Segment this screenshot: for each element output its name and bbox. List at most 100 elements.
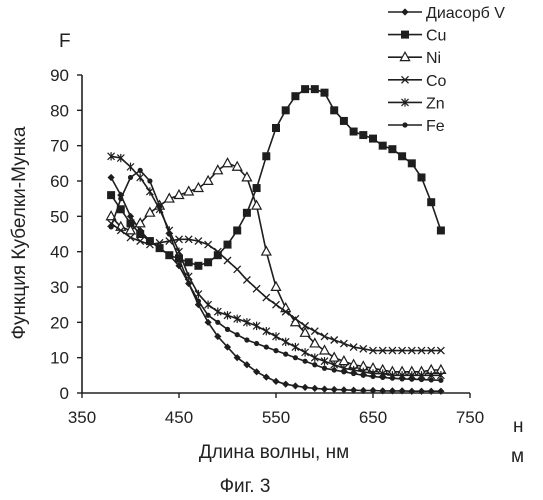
data-point xyxy=(330,106,338,114)
data-point xyxy=(273,332,280,340)
x-tick-label: 350 xyxy=(68,408,96,427)
data-point xyxy=(225,327,230,332)
legend-label: Fe xyxy=(426,118,445,135)
x-unit-letter-1: н xyxy=(513,416,524,437)
data-point xyxy=(254,341,259,346)
data-point xyxy=(145,208,154,216)
data-point xyxy=(127,163,134,171)
data-point xyxy=(165,251,173,259)
data-point xyxy=(408,159,416,167)
x-tick-label: 750 xyxy=(456,408,484,427)
data-point xyxy=(302,384,309,391)
data-point xyxy=(108,174,115,181)
x-axis-label: Длина волны, нм xyxy=(199,442,349,463)
data-point xyxy=(282,381,289,388)
data-point xyxy=(273,348,278,353)
x-unit-letter-2: м xyxy=(511,446,524,467)
data-point xyxy=(272,124,280,132)
data-point xyxy=(282,338,289,346)
legend-item: Cu xyxy=(388,28,446,45)
series-layer xyxy=(107,85,446,395)
data-point xyxy=(233,226,241,234)
data-point xyxy=(194,183,203,191)
y-tick-label: 90 xyxy=(50,66,69,85)
data-point xyxy=(379,142,387,150)
data-point xyxy=(271,282,280,290)
y-tick-label: 60 xyxy=(50,172,69,191)
data-point xyxy=(321,89,329,97)
data-point xyxy=(409,377,414,382)
legend-label: Zn xyxy=(426,95,445,112)
figure-caption: Фиг. 3 xyxy=(220,476,271,497)
data-point xyxy=(388,145,396,153)
data-point xyxy=(194,262,202,270)
data-point xyxy=(341,369,346,374)
data-point xyxy=(205,300,212,308)
data-point xyxy=(213,165,222,173)
data-point xyxy=(321,333,328,340)
data-point xyxy=(359,131,367,139)
data-point xyxy=(186,281,191,286)
data-point xyxy=(157,203,162,208)
data-point xyxy=(398,152,406,160)
data-point xyxy=(253,322,260,330)
data-point xyxy=(369,135,377,143)
data-point xyxy=(293,355,298,360)
series-asterisk xyxy=(108,152,445,379)
y-tick-label: 80 xyxy=(50,101,69,120)
legend-label: Диасорб V xyxy=(426,5,505,22)
data-point xyxy=(402,122,407,127)
data-point xyxy=(204,258,212,266)
data-point xyxy=(224,311,231,319)
y-tick-label: 20 xyxy=(50,313,69,332)
data-point xyxy=(185,258,193,266)
x-tick-group: 350450550650750 xyxy=(68,393,484,427)
x-tick-label: 450 xyxy=(165,408,193,427)
data-point xyxy=(419,377,424,382)
data-point xyxy=(312,362,317,367)
data-point xyxy=(311,328,318,335)
data-point xyxy=(351,371,356,376)
legend-item: Диасорб V xyxy=(388,5,505,22)
data-point xyxy=(128,175,133,180)
data-point xyxy=(370,374,375,379)
data-point xyxy=(311,85,319,93)
data-point xyxy=(176,256,181,261)
data-point xyxy=(340,340,347,347)
data-point xyxy=(330,353,339,361)
data-point xyxy=(303,359,308,364)
data-point xyxy=(340,117,348,125)
legend-item: Fe xyxy=(388,118,445,135)
data-point xyxy=(320,346,329,354)
data-point xyxy=(429,377,434,382)
data-point xyxy=(273,301,280,308)
data-point xyxy=(235,332,240,337)
y-tick-label: 10 xyxy=(50,349,69,368)
legend-label: Ni xyxy=(426,50,441,67)
legend-label: Co xyxy=(426,73,447,90)
data-point xyxy=(321,357,328,365)
data-point xyxy=(331,386,338,393)
series-line xyxy=(111,156,441,375)
data-point xyxy=(234,315,241,323)
data-point xyxy=(263,374,270,381)
data-point xyxy=(350,128,358,136)
data-point xyxy=(138,168,143,173)
data-point xyxy=(234,266,241,273)
x-tick-label: 650 xyxy=(359,408,387,427)
data-point xyxy=(215,320,220,325)
series-line xyxy=(111,89,441,266)
data-point xyxy=(253,184,261,192)
data-point xyxy=(253,285,260,292)
data-point xyxy=(224,241,232,249)
data-point xyxy=(137,238,144,245)
data-point xyxy=(214,308,221,316)
data-point xyxy=(262,152,270,160)
data-point xyxy=(109,224,114,229)
data-point xyxy=(196,299,201,304)
y-axis-label: Функция Кубелки-Мунка xyxy=(9,126,30,339)
legend-item: Co xyxy=(388,73,447,90)
data-point xyxy=(252,201,261,209)
data-point xyxy=(205,241,212,248)
